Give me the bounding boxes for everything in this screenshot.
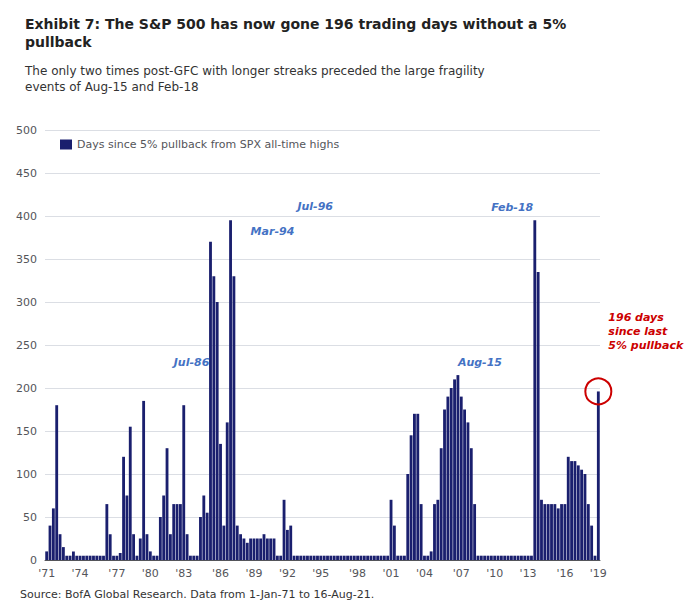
svg-text:'92: '92 xyxy=(279,567,296,580)
svg-text:350: 350 xyxy=(16,253,37,266)
svg-text:'13: '13 xyxy=(520,567,537,580)
svg-text:200: 200 xyxy=(16,382,37,395)
svg-text:0: 0 xyxy=(30,554,37,567)
svg-text:events of Aug-15 and Feb-18: events of Aug-15 and Feb-18 xyxy=(25,80,199,94)
svg-text:100: 100 xyxy=(16,468,37,481)
svg-text:Source: BofA Global Research.: Source: BofA Global Research. Data from … xyxy=(20,588,374,601)
svg-text:400: 400 xyxy=(16,210,37,223)
svg-text:'95: '95 xyxy=(312,567,329,580)
svg-text:'16: '16 xyxy=(556,567,573,580)
svg-text:Days since 5% pullback from SP: Days since 5% pullback from SPX all-time… xyxy=(77,138,340,151)
svg-text:250: 250 xyxy=(16,339,37,352)
svg-text:'01: '01 xyxy=(383,567,400,580)
svg-text:450: 450 xyxy=(16,167,37,180)
svg-text:5% pullback: 5% pullback xyxy=(608,339,684,352)
svg-text:'74: '74 xyxy=(72,567,89,580)
svg-text:'86: '86 xyxy=(212,567,229,580)
svg-text:300: 300 xyxy=(16,296,37,309)
svg-text:'71: '71 xyxy=(38,567,55,580)
svg-text:'80: '80 xyxy=(142,567,159,580)
svg-text:'10: '10 xyxy=(486,567,503,580)
svg-text:500: 500 xyxy=(16,124,37,137)
svg-text:196 days: 196 days xyxy=(608,311,664,324)
svg-text:'19: '19 xyxy=(590,567,607,580)
svg-text:'98: '98 xyxy=(349,567,366,580)
svg-text:50: 50 xyxy=(23,511,37,524)
svg-text:Exhibit 7: The S&P 500 has now: Exhibit 7: The S&P 500 has now gone 196 … xyxy=(25,16,566,32)
svg-text:The only two times post-GFC wi: The only two times post-GFC with longer … xyxy=(24,64,485,78)
svg-text:Aug-15: Aug-15 xyxy=(457,356,502,369)
svg-text:since last: since last xyxy=(608,325,668,338)
svg-text:pullback: pullback xyxy=(25,34,92,50)
svg-text:'04: '04 xyxy=(416,567,433,580)
svg-text:'77: '77 xyxy=(108,567,125,580)
svg-text:'07: '07 xyxy=(453,567,470,580)
svg-text:'83: '83 xyxy=(175,567,192,580)
svg-text:Feb-18: Feb-18 xyxy=(491,201,533,214)
svg-text:Mar-94: Mar-94 xyxy=(251,225,295,238)
svg-text:150: 150 xyxy=(16,425,37,438)
svg-text:Jul-96: Jul-96 xyxy=(295,200,333,213)
svg-text:Jul-86: Jul-86 xyxy=(172,356,210,369)
svg-text:'89: '89 xyxy=(245,567,262,580)
